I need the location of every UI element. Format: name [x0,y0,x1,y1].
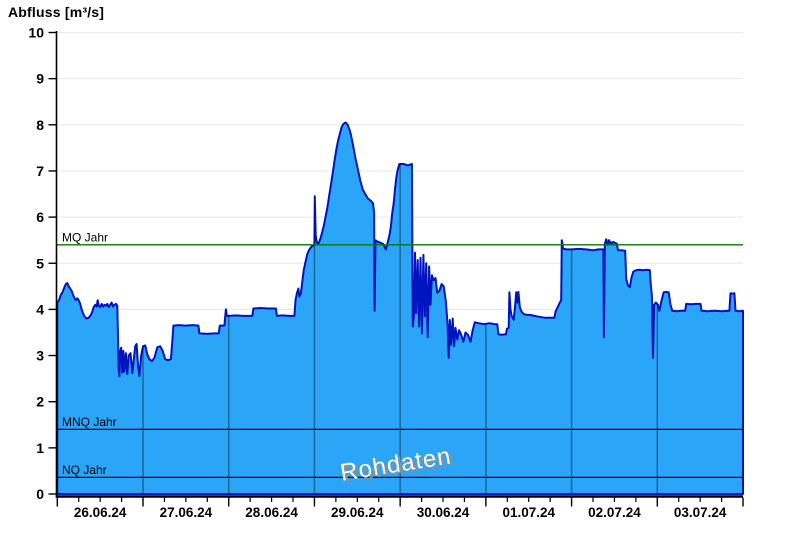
mnq-jahr-label: MNQ Jahr [62,415,117,429]
x-day-label: 26.06.24 [74,505,127,520]
x-day-label: 03.07.24 [674,505,727,520]
x-day-label: 29.06.24 [331,505,384,520]
x-day-label: 01.07.24 [502,505,555,520]
mq-jahr-label: MQ Jahr [62,230,108,244]
y-tick-label: 5 [36,255,44,271]
y-tick-label: 10 [28,25,44,41]
nq-jahr-label: NQ Jahr [62,463,107,477]
y-tick-label: 2 [36,394,44,410]
chart-title: Abfluss [m³/s] [8,4,105,20]
discharge-area-series [56,121,744,495]
x-day-label: 28.06.24 [245,505,298,520]
y-tick-label: 8 [36,117,44,133]
y-tick-label: 0 [36,486,44,502]
y-tick-label: 1 [36,440,44,456]
y-tick-label: 4 [36,301,44,317]
y-tick-label: 9 [36,71,44,87]
x-day-label: 27.06.24 [160,505,213,520]
y-tick-label: 7 [36,163,44,179]
x-day-label: 30.06.24 [417,505,470,520]
y-tick-label: 3 [36,348,44,364]
x-day-label: 02.07.24 [588,505,641,520]
y-tick-label: 6 [36,209,44,225]
